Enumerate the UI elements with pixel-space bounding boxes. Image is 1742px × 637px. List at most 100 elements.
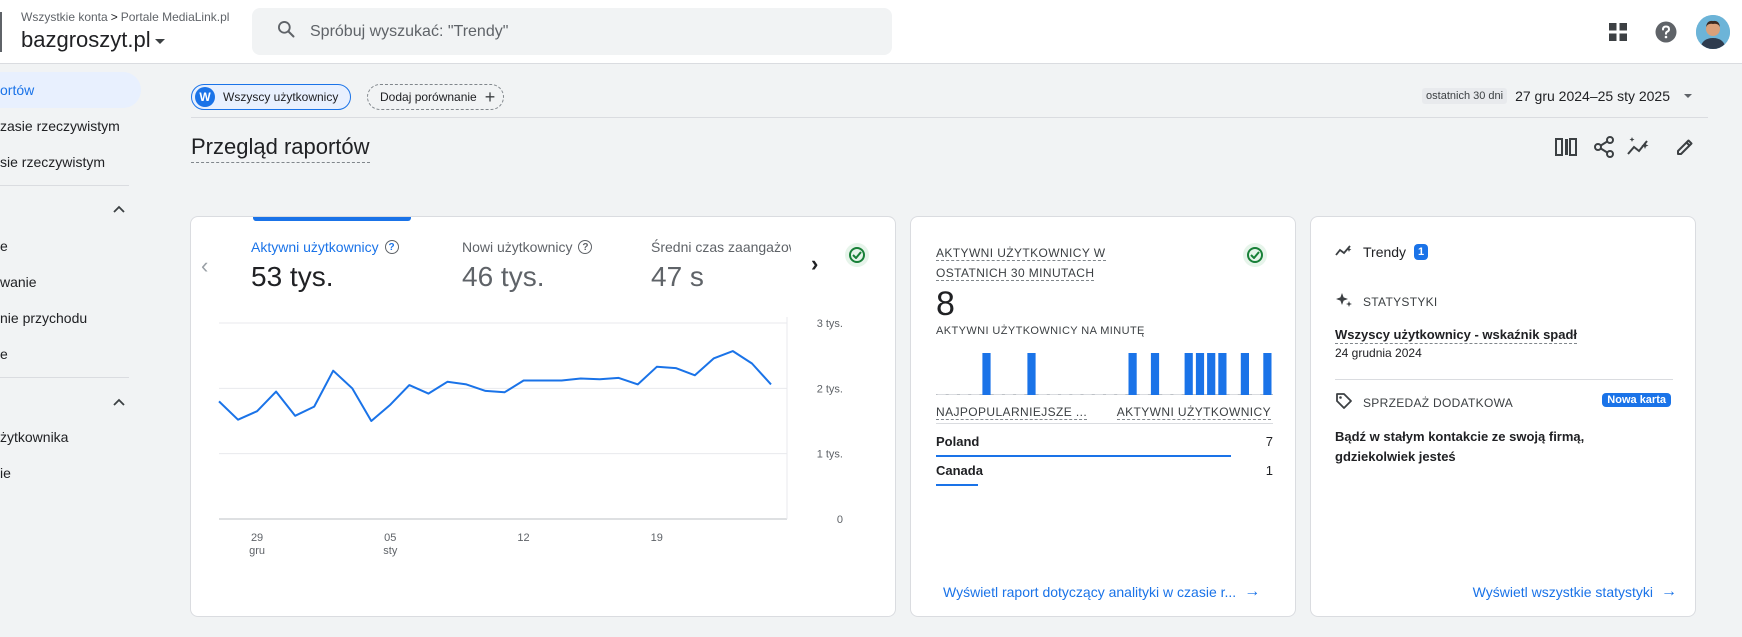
avatar[interactable] xyxy=(1696,15,1730,49)
minute-bar xyxy=(982,353,991,395)
metric-tab-new-users[interactable]: Nowi użytkownicy? 46 tys. xyxy=(462,239,593,293)
nav-item-realtime-pages[interactable]: sie rzeczywistym xyxy=(0,154,106,170)
date-range-picker[interactable]: ostatnich 30 dni 27 gru 2024–25 sty 2025 xyxy=(1422,88,1692,104)
nav-item-tech[interactable]: ie xyxy=(0,465,11,481)
minute-bar xyxy=(960,394,969,395)
insight-title[interactable]: Wszyscy użytkownicy - wskaźnik spadł xyxy=(1335,327,1578,344)
metric-tab-clip: Średni czas zaangażowania 47 s xyxy=(651,217,791,307)
nav-item-engagement[interactable]: wanie xyxy=(0,274,37,290)
nav-item-user-attributes[interactable]: żytkownika xyxy=(0,429,69,445)
share-icon[interactable] xyxy=(1591,134,1617,160)
apps-grid-icon[interactable] xyxy=(1602,16,1634,48)
help-circle-icon[interactable]: ? xyxy=(578,240,593,254)
chevron-up-icon[interactable] xyxy=(113,393,125,411)
country-name: Poland xyxy=(936,434,980,449)
active-tab-indicator xyxy=(253,217,411,221)
minute-bar xyxy=(1240,353,1249,395)
nav-item-monetization[interactable]: nie przychodu xyxy=(0,310,88,326)
chevron-left-icon[interactable]: ‹ xyxy=(201,253,209,278)
breadcrumb[interactable]: Wszystkie konta > Portale MediaLink.pl xyxy=(21,10,229,24)
per-minute-bar-chart xyxy=(936,353,1273,395)
search-icon[interactable] xyxy=(276,19,296,44)
minute-bar xyxy=(1083,394,1092,395)
nav-divider xyxy=(0,377,129,378)
minute-bar xyxy=(1252,394,1261,395)
x-tick-label: 19 xyxy=(651,532,663,544)
minute-bar xyxy=(993,394,1002,395)
x-tick-month: gru xyxy=(249,545,265,557)
column-header-country[interactable]: NAJPOPULARNIEJSZE ... xyxy=(936,405,1088,420)
realtime-title: AKTYWNI UŻYTKOWNICY W OSTATNICH 30 MINUT… xyxy=(936,246,1106,281)
breadcrumb-separator: > xyxy=(110,10,118,24)
compare-columns-icon[interactable] xyxy=(1553,134,1579,160)
series-line xyxy=(218,350,772,422)
minute-bar xyxy=(1061,394,1070,395)
minute-bar xyxy=(1038,394,1047,395)
country-users: 1 xyxy=(1265,463,1273,478)
chevron-down-icon[interactable] xyxy=(154,38,165,44)
minute-bar xyxy=(1016,394,1025,395)
property-selector[interactable]: bazgroszyt.pl xyxy=(21,27,165,53)
help-circle-icon[interactable]: ? xyxy=(384,240,399,254)
nav-item-reports-overview[interactable]: ortów xyxy=(0,82,35,98)
minute-bar xyxy=(1106,394,1115,395)
segment-label: Wszyscy użytkownicy xyxy=(223,90,339,104)
dropdown-arrow-icon[interactable] xyxy=(1684,94,1692,98)
y-tick-label: 3 tys. xyxy=(817,318,843,330)
add-comparison-button[interactable]: Dodaj porównanie + xyxy=(367,84,505,110)
nav-item-realtime[interactable]: zasie rzeczywistym xyxy=(0,118,120,134)
minute-bar xyxy=(937,394,946,395)
metric-tab-active-users[interactable]: Aktywni użytkownicy? 53 tys. xyxy=(251,239,399,293)
minute-bar xyxy=(1184,353,1193,395)
trend-line-icon xyxy=(1335,243,1353,260)
minute-bar xyxy=(1027,353,1036,395)
filter-divider xyxy=(191,117,1708,118)
search-input[interactable] xyxy=(310,22,870,41)
chevron-up-icon[interactable] xyxy=(113,200,125,218)
chevron-right-icon[interactable]: › xyxy=(811,251,819,276)
nav-item-acquisition[interactable]: e xyxy=(0,238,8,254)
minute-bar xyxy=(1094,394,1103,395)
minute-bar xyxy=(971,394,980,395)
view-realtime-report-link[interactable]: Wyświetl raport dotyczący analityki w cz… xyxy=(943,583,1260,601)
y-tick-label: 0 xyxy=(837,514,843,526)
minute-bar xyxy=(1004,394,1014,395)
nav-item-retention[interactable]: e xyxy=(0,346,8,362)
metric-value: 53 tys. xyxy=(251,261,334,292)
breadcrumb-property-group[interactable]: Portale MediaLink.pl xyxy=(120,10,230,24)
new-card-badge: Nowa karta xyxy=(1602,393,1671,407)
minute-bar xyxy=(1128,353,1137,395)
menu-divider xyxy=(0,12,2,52)
edit-pencil-icon[interactable] xyxy=(1672,134,1698,160)
metric-tab-engagement-time[interactable]: Średni czas zaangażowania 47 s xyxy=(651,239,791,293)
per-minute-label: AKTYWNI UŻYTKOWNICY NA MINUTĘ xyxy=(936,325,1145,337)
upsell-text[interactable]: Bądź w stałym kontakcie ze swoją firmą, … xyxy=(1335,429,1585,464)
check-circle-icon xyxy=(845,243,869,267)
minute-bar xyxy=(1139,394,1148,395)
sparkle-icon xyxy=(1335,291,1353,312)
metric-label: Nowi użytkownicy xyxy=(462,239,573,255)
page-title: Przegląd raportów xyxy=(191,134,370,163)
arrow-right-icon: → xyxy=(1244,583,1261,600)
minute-bar xyxy=(1049,394,1058,395)
active-nav-highlight xyxy=(0,72,141,108)
y-tick-label: 1 tys. xyxy=(817,449,843,461)
check-circle-icon xyxy=(1243,243,1267,267)
share-bar xyxy=(936,455,1231,457)
metric-label: Aktywni użytkownicy xyxy=(251,239,379,255)
minute-bar xyxy=(1072,394,1081,395)
breadcrumb-account[interactable]: Wszystkie konta xyxy=(21,10,108,24)
segment-avatar: W xyxy=(195,87,215,107)
date-range-value: 27 gru 2024–25 sty 2025 xyxy=(1515,88,1670,104)
property-name[interactable]: bazgroszyt.pl xyxy=(21,27,151,52)
help-icon[interactable] xyxy=(1650,16,1682,48)
minute-bar xyxy=(948,394,957,395)
upsell-label: SPRZEDAŻ DODATKOWA xyxy=(1363,395,1514,410)
column-header-active-users[interactable]: AKTYWNI UŻYTKOWNICY xyxy=(1116,405,1271,420)
metric-value: 47 s xyxy=(651,261,704,292)
insights-icon[interactable] xyxy=(1626,134,1652,160)
segment-chip[interactable]: W Wszyscy użytkownicy xyxy=(191,84,352,110)
x-tick-label: 29 xyxy=(251,532,263,544)
view-all-insights-link[interactable]: Wyświetl wszystkie statystyki → xyxy=(1473,583,1677,601)
search-bar[interactable] xyxy=(252,8,892,55)
